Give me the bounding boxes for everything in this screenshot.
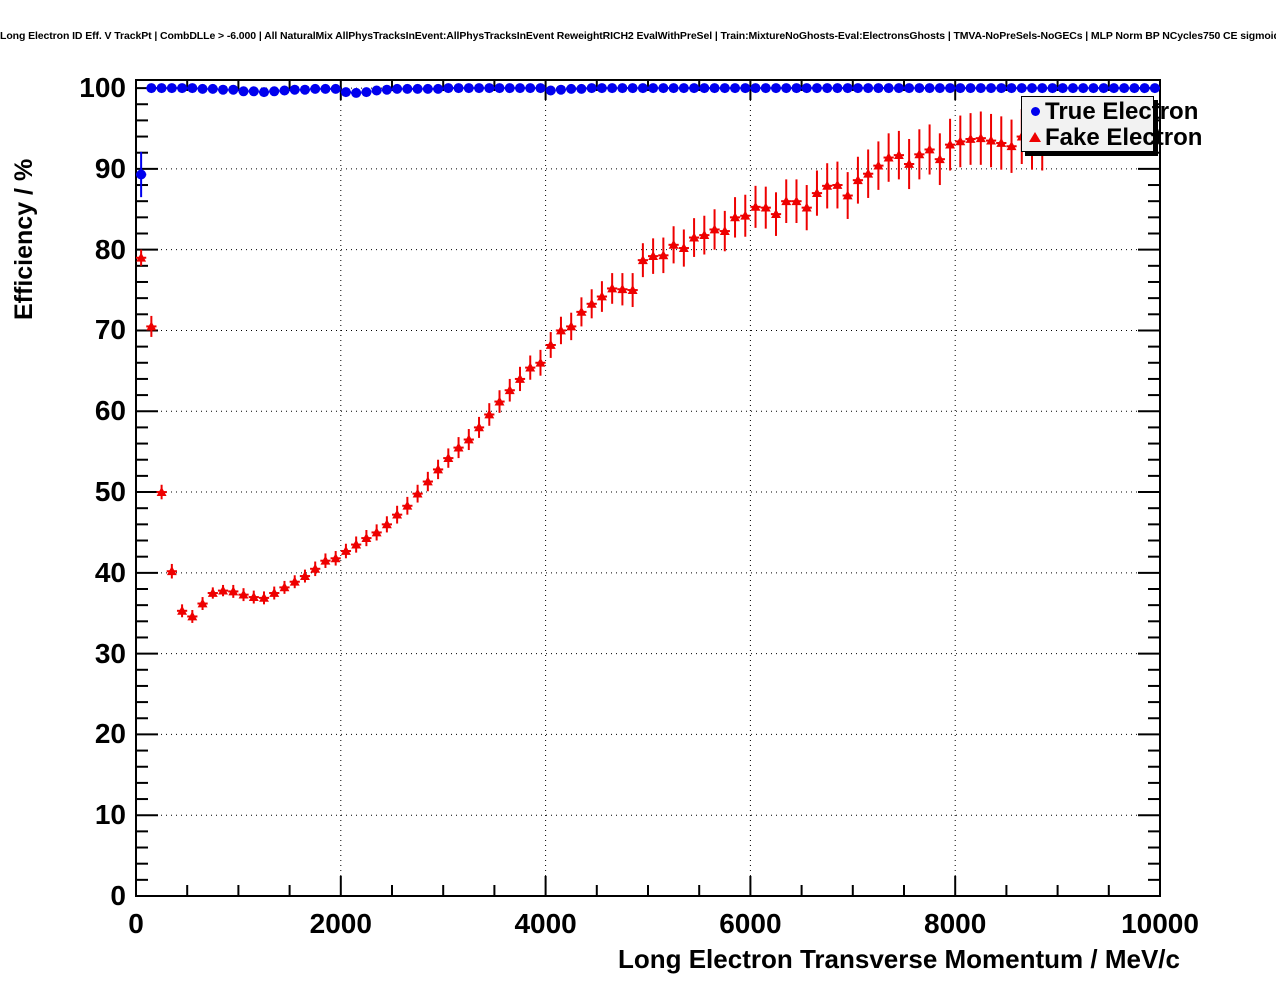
- x-tick-label: 10000: [1121, 908, 1199, 939]
- series-true-electron: [136, 83, 1160, 198]
- chart-legend[interactable]: True Electron Fake Electron: [1021, 96, 1202, 152]
- y-tick-label: 10: [94, 799, 126, 831]
- y-tick-label: 0: [110, 880, 126, 911]
- plot-frame: [135, 79, 1161, 897]
- y-tick-label: 50: [94, 476, 126, 508]
- legend-entry-fake-electron[interactable]: Fake Electron: [1025, 125, 1202, 151]
- x-axis-title: Long Electron Transverse Momentum / MeV/…: [617, 944, 1180, 974]
- y-tick-label: 30: [94, 637, 126, 669]
- x-tick-label: 8000: [924, 908, 987, 939]
- y-tick-label: 90: [94, 152, 126, 184]
- circle-marker-icon: [1025, 103, 1045, 121]
- data-series-layer: [136, 83, 1160, 623]
- legend-label: Fake Electron: [1045, 124, 1203, 151]
- x-tick-label: 0: [128, 908, 144, 939]
- series-fake-electron: [136, 109, 1048, 623]
- axis-ticks: [135, 80, 1161, 897]
- page-title: Long Electron ID Eff. V TrackPt | CombDL…: [0, 30, 1276, 42]
- y-tick-label: 20: [94, 718, 126, 750]
- y-tick-label: 40: [94, 556, 126, 588]
- x-tick-label: 6000: [719, 908, 782, 939]
- y-tick-label: 100: [79, 72, 126, 104]
- grid-lines: [136, 80, 1160, 896]
- legend-label: True Electron: [1045, 98, 1199, 125]
- x-tick-label: 2000: [309, 908, 372, 939]
- legend-entry-true-electron[interactable]: True Electron: [1025, 99, 1198, 125]
- y-tick-label: 80: [94, 233, 126, 265]
- triangle-marker-icon: [1025, 129, 1045, 147]
- y-tick-label: 70: [94, 314, 126, 346]
- x-tick-label: 4000: [514, 908, 577, 939]
- y-tick-label: 60: [94, 395, 126, 427]
